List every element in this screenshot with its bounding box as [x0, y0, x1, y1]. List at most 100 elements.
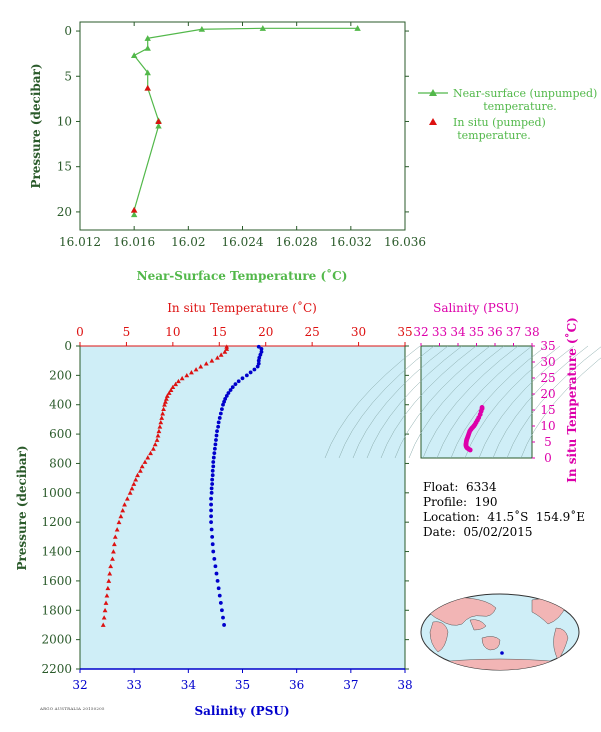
pressure-tick-label: 200 [49, 368, 72, 382]
profile-number: Profile: 190 [423, 495, 498, 509]
in-situ-temperature-point [144, 84, 151, 91]
density-contour-line [422, 345, 519, 459]
temperature-profile-point [152, 441, 158, 447]
legend-marker-pumped [429, 118, 437, 125]
salinity-profile-point [209, 520, 213, 525]
ts-temperature-tick-label: 30 [540, 355, 555, 369]
temperature-profile-point [176, 378, 181, 384]
temperature-profile-point [164, 393, 170, 398]
temperature-profile-point [103, 600, 109, 605]
top-y-tick-label: 15 [57, 160, 72, 174]
top-x-tick-label: 16.032 [330, 235, 372, 249]
salinity-profile-point [209, 514, 213, 519]
salinity-profile-point [215, 579, 220, 583]
ts-salinity-tick-label: 35 [469, 325, 484, 339]
ts-temperature-tick-label: 20 [540, 387, 555, 401]
top-y-tick-label: 0 [64, 24, 72, 38]
salinity-tick-label: 37 [343, 678, 358, 692]
salinity-profile-point [213, 442, 218, 447]
salinity-profile-point [233, 382, 238, 387]
density-contour-line [352, 345, 449, 459]
salinity-profile-point [216, 424, 221, 429]
temperature-profile-point [142, 459, 148, 464]
temperature-tick-label: 15 [212, 325, 227, 339]
legend-label-unpumped-1: Near-surface (unpumped) [453, 87, 597, 100]
salinity-profile-point [211, 464, 216, 469]
salinity-tick-label: 38 [397, 678, 412, 692]
salinity-profile-point [228, 388, 233, 392]
salinity-profile-point [216, 420, 221, 425]
temperature-tick-label: 25 [305, 325, 320, 339]
temperature-profile-point [170, 384, 176, 390]
temperature-tick-label: 30 [351, 325, 366, 339]
ts-temperature-tick-label: 15 [540, 403, 555, 417]
salinity-profile-point [209, 508, 213, 513]
profile-plot-area [79, 345, 406, 670]
temperature-profile-point [114, 527, 120, 532]
salinity-profile-point [256, 358, 261, 363]
density-contour-line [464, 345, 561, 459]
salinity-profile-point [212, 556, 217, 561]
salinity-profile-point [210, 468, 215, 473]
profile-chart: 0 5 10 15 20 25 30 35 32 33 34 35 36 37 38 0 200 400 600 80… [15, 300, 413, 718]
salinity-profile-point [215, 429, 219, 434]
top-axis-ticks: 16.012 16.016 16.02 16.024 16.028 16.032 16.03… [57, 22, 426, 249]
ts-x-axis-label: Salinity (PSU) [433, 301, 519, 315]
top-x-tick-label: 16.02 [171, 235, 205, 249]
temperature-tick-label: 35 [397, 325, 412, 339]
temperature-profile-point [163, 396, 169, 401]
top-y-tick-label: 20 [57, 205, 72, 219]
salinity-profile-point [209, 490, 214, 495]
salinity-profile-point [209, 486, 214, 491]
footer-text: ARGO AUSTRALIA 20150205 [40, 706, 105, 711]
ts-salinity-tick-label: 36 [487, 325, 502, 339]
temperature-profile-point [112, 534, 118, 539]
ts-temperature-tick-label: 25 [540, 371, 555, 385]
salinity-profile-point [220, 407, 224, 412]
salinity-profile-point [256, 361, 261, 366]
near-surface-temperature-point [144, 35, 151, 41]
ts-salinity-tick-label: 33 [432, 325, 447, 339]
salinity-profile-point [214, 571, 219, 576]
salinity-tick-label: 34 [181, 678, 197, 692]
density-contour-line [478, 345, 575, 459]
legend: Near-surface (unpumped) temperature. In … [418, 87, 597, 142]
temperature-profile-point [198, 364, 204, 369]
salinity-profile-point [223, 396, 228, 401]
temperature-profile-point [139, 463, 145, 469]
temperature-profile-point [224, 346, 230, 351]
float-location: Location: 41.5˚S 154.9˚E [423, 510, 586, 524]
temperature-profile-point [137, 468, 143, 473]
temperature-profile-point [110, 556, 115, 561]
top-series-group [130, 25, 361, 218]
temperature-profile-point [129, 486, 135, 491]
temperature-profile-point [111, 549, 116, 554]
salinity-profile-point [240, 376, 245, 381]
near-surface-temperature-point [354, 25, 361, 31]
temperature-profile-point [203, 361, 209, 366]
temperature-profile-point [159, 415, 165, 420]
temperature-profile-point [154, 437, 160, 442]
density-contour-line [450, 345, 547, 459]
salinity-profile-point [256, 344, 261, 349]
map-land-asia-east [469, 619, 487, 631]
salinity-profile-point [230, 385, 235, 390]
salinity-profile-point [210, 482, 215, 486]
temperature-profile-point [100, 622, 106, 627]
salinity-profile-point [224, 394, 229, 398]
temperature-profile-point [161, 406, 166, 412]
salinity-profile-point [213, 564, 218, 569]
density-contour-line [436, 345, 533, 459]
salinity-profile-point [218, 411, 223, 416]
temperature-profile-point [133, 477, 139, 482]
salinity-profile-point [244, 373, 249, 378]
temperature-profile-point [179, 375, 185, 381]
density-contour-line [366, 345, 463, 459]
top-plot-frame [79, 21, 406, 231]
temperature-profile-point [209, 358, 215, 363]
near-surface-temperature-point [155, 122, 162, 129]
salinity-tick-label: 36 [289, 678, 304, 692]
salinity-profile-point [210, 534, 215, 539]
location-map [420, 593, 580, 671]
temperature-profile-point [160, 411, 166, 416]
